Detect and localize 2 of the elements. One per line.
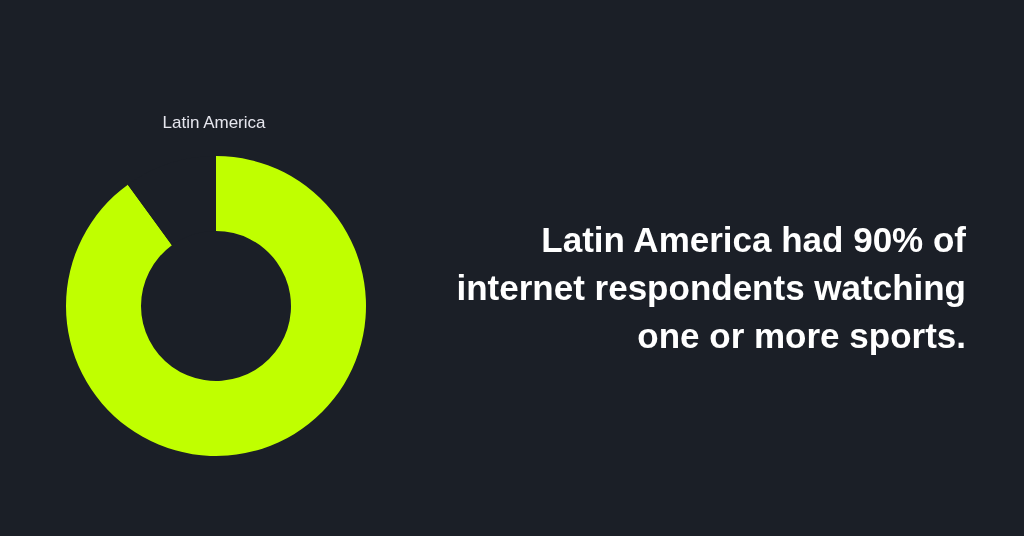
chart-title: Latin America [162,113,267,132]
text: Latin America had 90% of internet respondents watching one or more sports. [456,220,967,355]
